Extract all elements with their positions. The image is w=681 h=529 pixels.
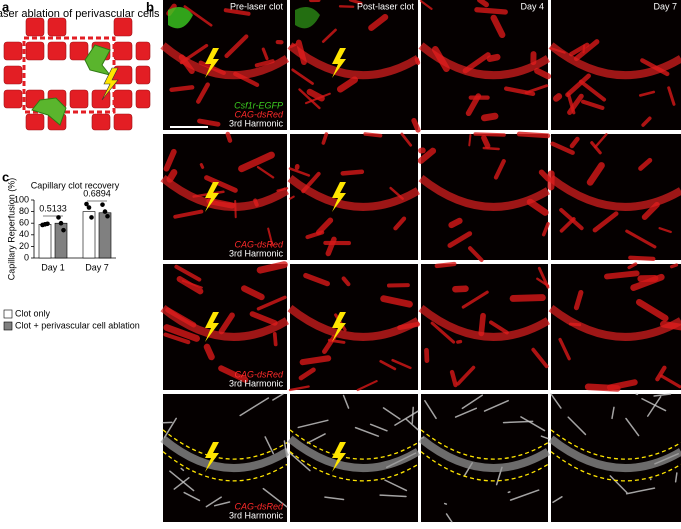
vessel	[477, 10, 505, 12]
y-tick-label: 80	[19, 206, 29, 216]
channel-label: 3rd Harmonic	[229, 378, 284, 388]
vessel	[630, 258, 653, 259]
vessel	[437, 264, 454, 266]
column-header: Post-laser clot	[357, 1, 415, 11]
vessel	[556, 96, 559, 98]
legend-label: Clot + perivascular cell ablation	[15, 320, 140, 330]
vessel	[480, 0, 487, 5]
column-header: Day 7	[653, 1, 677, 11]
data-point	[105, 214, 110, 219]
y-tick-label: 0	[24, 252, 29, 262]
data-point	[87, 205, 92, 210]
vessel	[451, 221, 459, 225]
data-point	[59, 221, 64, 226]
vessel	[412, 407, 413, 423]
bar	[99, 213, 111, 258]
vessel	[672, 265, 677, 267]
x-tick-label: Day 1	[41, 262, 65, 272]
vessel	[484, 116, 495, 118]
annotation: 0.5133	[39, 203, 67, 213]
y-tick-label: 100	[14, 194, 29, 204]
channel-label: 3rd Harmonic	[229, 510, 284, 520]
schematic	[4, 18, 150, 130]
channel-label: 3rd Harmonic	[229, 118, 284, 128]
vessel	[365, 134, 380, 136]
vessel	[172, 87, 193, 89]
vessel	[201, 165, 202, 168]
column-header: Day 4	[520, 1, 544, 11]
data-point	[45, 221, 50, 226]
vessel	[343, 172, 362, 174]
data-point	[103, 209, 108, 214]
vessel	[588, 387, 617, 389]
vessel	[170, 172, 174, 179]
vessel	[207, 347, 212, 357]
vessel	[228, 134, 230, 141]
vessel	[519, 134, 548, 136]
vessel	[484, 138, 488, 146]
data-point	[61, 228, 66, 233]
annotation: 0.6894	[83, 188, 111, 198]
vessel	[607, 273, 637, 276]
bar	[55, 223, 67, 258]
vessel	[475, 134, 504, 135]
legend-label: Clot only	[15, 308, 51, 318]
vessel	[303, 358, 328, 362]
y-axis-label: Capillary Reperfusion (%)	[6, 178, 16, 281]
column-header: Pre-laser clot	[230, 1, 284, 11]
vessel	[199, 121, 218, 124]
data-point	[89, 215, 94, 220]
vessel	[481, 316, 483, 334]
panel-letter: b	[146, 0, 154, 14]
y-tick-label: 40	[19, 229, 29, 239]
vessel	[445, 504, 447, 505]
channel-label: 3rd Harmonic	[229, 248, 284, 258]
data-point	[100, 202, 105, 207]
x-tick-label: Day 7	[85, 262, 109, 272]
legend-swatch	[4, 322, 12, 330]
data-point	[56, 215, 61, 220]
vessel	[490, 57, 497, 59]
vessel	[513, 298, 542, 299]
legend-swatch	[4, 310, 12, 318]
vessel	[455, 289, 465, 290]
bar	[39, 224, 51, 258]
y-tick-label: 60	[19, 218, 29, 228]
vessel	[469, 135, 470, 145]
vessel	[275, 334, 276, 345]
y-tick-label: 20	[19, 241, 29, 251]
